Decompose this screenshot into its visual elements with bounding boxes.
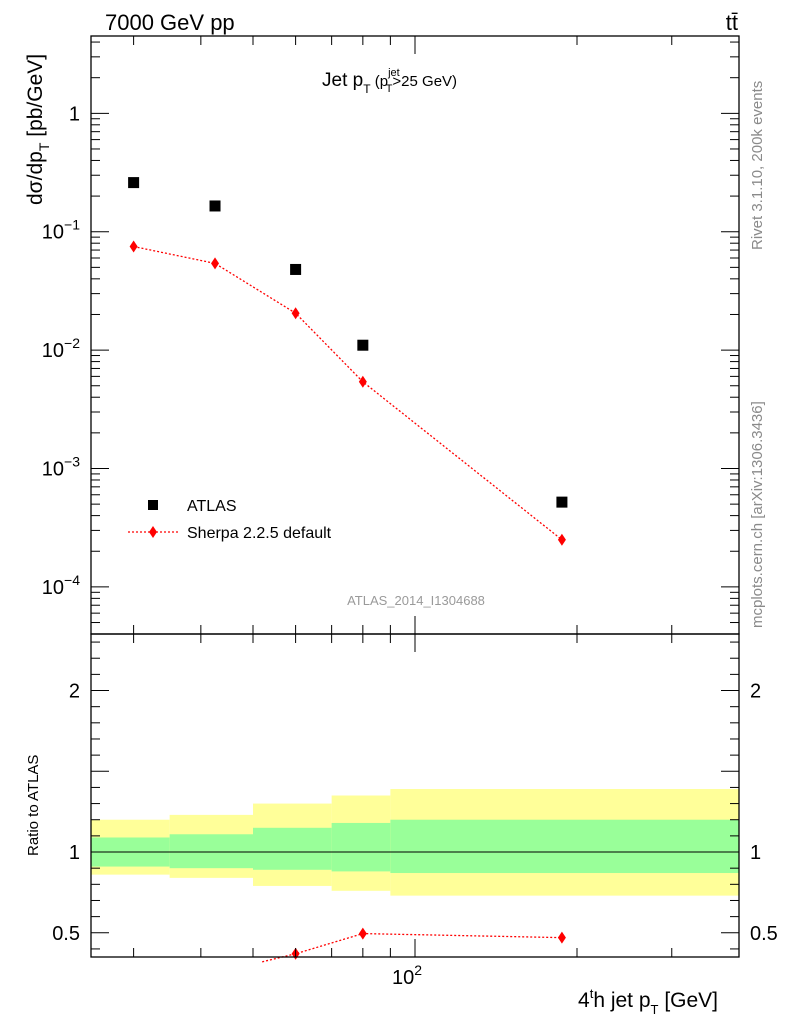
atlas-point bbox=[290, 263, 302, 275]
ratio-y-tick-label-right: 1 bbox=[750, 842, 761, 864]
title-sup: jet bbox=[387, 67, 400, 79]
ylabel-unit: [pb/GeV] bbox=[24, 54, 47, 143]
ratio-y-tick-label: 2 bbox=[69, 681, 80, 703]
main-ylabel: dσ/dpT [pb/GeV] bbox=[24, 54, 52, 205]
ratio-plot-area bbox=[91, 789, 739, 963]
xlabel-main: 4 bbox=[578, 989, 590, 1012]
legend-atlas-marker bbox=[148, 500, 158, 510]
y-tick-base: 10 bbox=[42, 340, 64, 362]
main-plot-area bbox=[128, 177, 568, 546]
analysis-tag: ATLAS_2014_I1304688 bbox=[347, 593, 485, 608]
xlabel-mid: h jet p bbox=[593, 989, 650, 1012]
legend-sherpa-marker bbox=[149, 526, 157, 538]
xlabel-sub: T bbox=[651, 1002, 659, 1017]
ratio-y-tick-label: 1 bbox=[69, 842, 80, 864]
ratio-band-inner bbox=[253, 827, 332, 870]
ylabel-sub: T bbox=[36, 142, 52, 151]
y-tick-label: 10−3 bbox=[42, 453, 80, 480]
x-tick-label: 102 bbox=[392, 962, 422, 989]
ratio-ylabel: Ratio to ATLAS bbox=[25, 755, 42, 856]
sherpa-point bbox=[211, 257, 220, 270]
y-tick-base: 1 bbox=[69, 103, 80, 125]
y-tick-exponent: −1 bbox=[64, 217, 80, 233]
legend-atlas-label: ATLAS bbox=[187, 498, 237, 515]
ratio-y-tick-label-right: 0.5 bbox=[750, 923, 778, 945]
ratio-band-inner bbox=[169, 834, 253, 869]
main-axes: 110−110−210−310−4 bbox=[42, 35, 740, 635]
ratio-sherpa-point bbox=[557, 931, 566, 944]
y-tick-base: 10 bbox=[42, 577, 64, 599]
sherpa-point bbox=[291, 307, 300, 320]
ratio-sherpa-point bbox=[358, 927, 367, 940]
title-open: (p bbox=[371, 73, 389, 90]
legend-sherpa-label: Sherpa 2.2.5 default bbox=[187, 525, 332, 542]
sherpa-point bbox=[129, 240, 138, 253]
rivet-label: Rivet 3.1.10, 200k events bbox=[749, 81, 766, 250]
ratio-sherpa-line bbox=[262, 932, 562, 963]
y-tick-base: 10 bbox=[42, 222, 64, 244]
atlas-point bbox=[209, 200, 221, 212]
energy-label: 7000 GeV pp bbox=[105, 10, 235, 35]
y-tick-label: 10−1 bbox=[42, 217, 80, 244]
title-sub2: T bbox=[386, 83, 393, 95]
sherpa-point bbox=[557, 533, 566, 546]
atlas-point bbox=[357, 339, 369, 351]
process-label: tt̄ bbox=[726, 10, 738, 35]
y-tick-base: 10 bbox=[42, 458, 64, 480]
main-frame bbox=[90, 35, 740, 635]
ratio-y-tick-label-right: 2 bbox=[750, 681, 761, 703]
ylabel-main: dσ/dp bbox=[24, 151, 47, 205]
title-main: Jet p bbox=[322, 70, 363, 91]
xlabel: 4th jet pT [GeV] bbox=[578, 986, 718, 1017]
legend: ATLAS Sherpa 2.2.5 default bbox=[128, 498, 332, 542]
ratio-band-inner bbox=[331, 822, 391, 872]
main-panel: 110−110−210−310−4 Jet pT (pjet T>25 GeV) … bbox=[24, 35, 740, 635]
y-tick-exponent: −3 bbox=[64, 453, 80, 469]
y-tick-exponent: −4 bbox=[64, 572, 80, 588]
y-tick-label: 10−4 bbox=[42, 572, 80, 599]
xlabel-sup: t bbox=[590, 986, 594, 1001]
sherpa-line bbox=[133, 245, 563, 541]
ratio-y-tick-label: 0.5 bbox=[52, 923, 80, 945]
atlas-point bbox=[128, 177, 140, 189]
plot-title: Jet pT (pjet T>25 GeV) bbox=[322, 67, 457, 96]
title-close: >25 GeV) bbox=[392, 73, 457, 90]
ratio-band-inner bbox=[390, 819, 739, 874]
atlas-point bbox=[556, 496, 568, 508]
y-tick-exponent: −2 bbox=[64, 335, 80, 351]
y-tick-label: 10−2 bbox=[42, 335, 80, 362]
xlabel-unit: [GeV] bbox=[658, 989, 718, 1012]
y-tick-label: 1 bbox=[69, 103, 80, 125]
x-tick-base: 10 bbox=[392, 967, 414, 989]
x-tick-exponent: 2 bbox=[414, 962, 422, 978]
mcplots-label: mcplots.cern.ch [arXiv:1306.3436] bbox=[749, 401, 766, 628]
sherpa-point bbox=[358, 375, 367, 388]
title-sub: T bbox=[363, 82, 371, 96]
